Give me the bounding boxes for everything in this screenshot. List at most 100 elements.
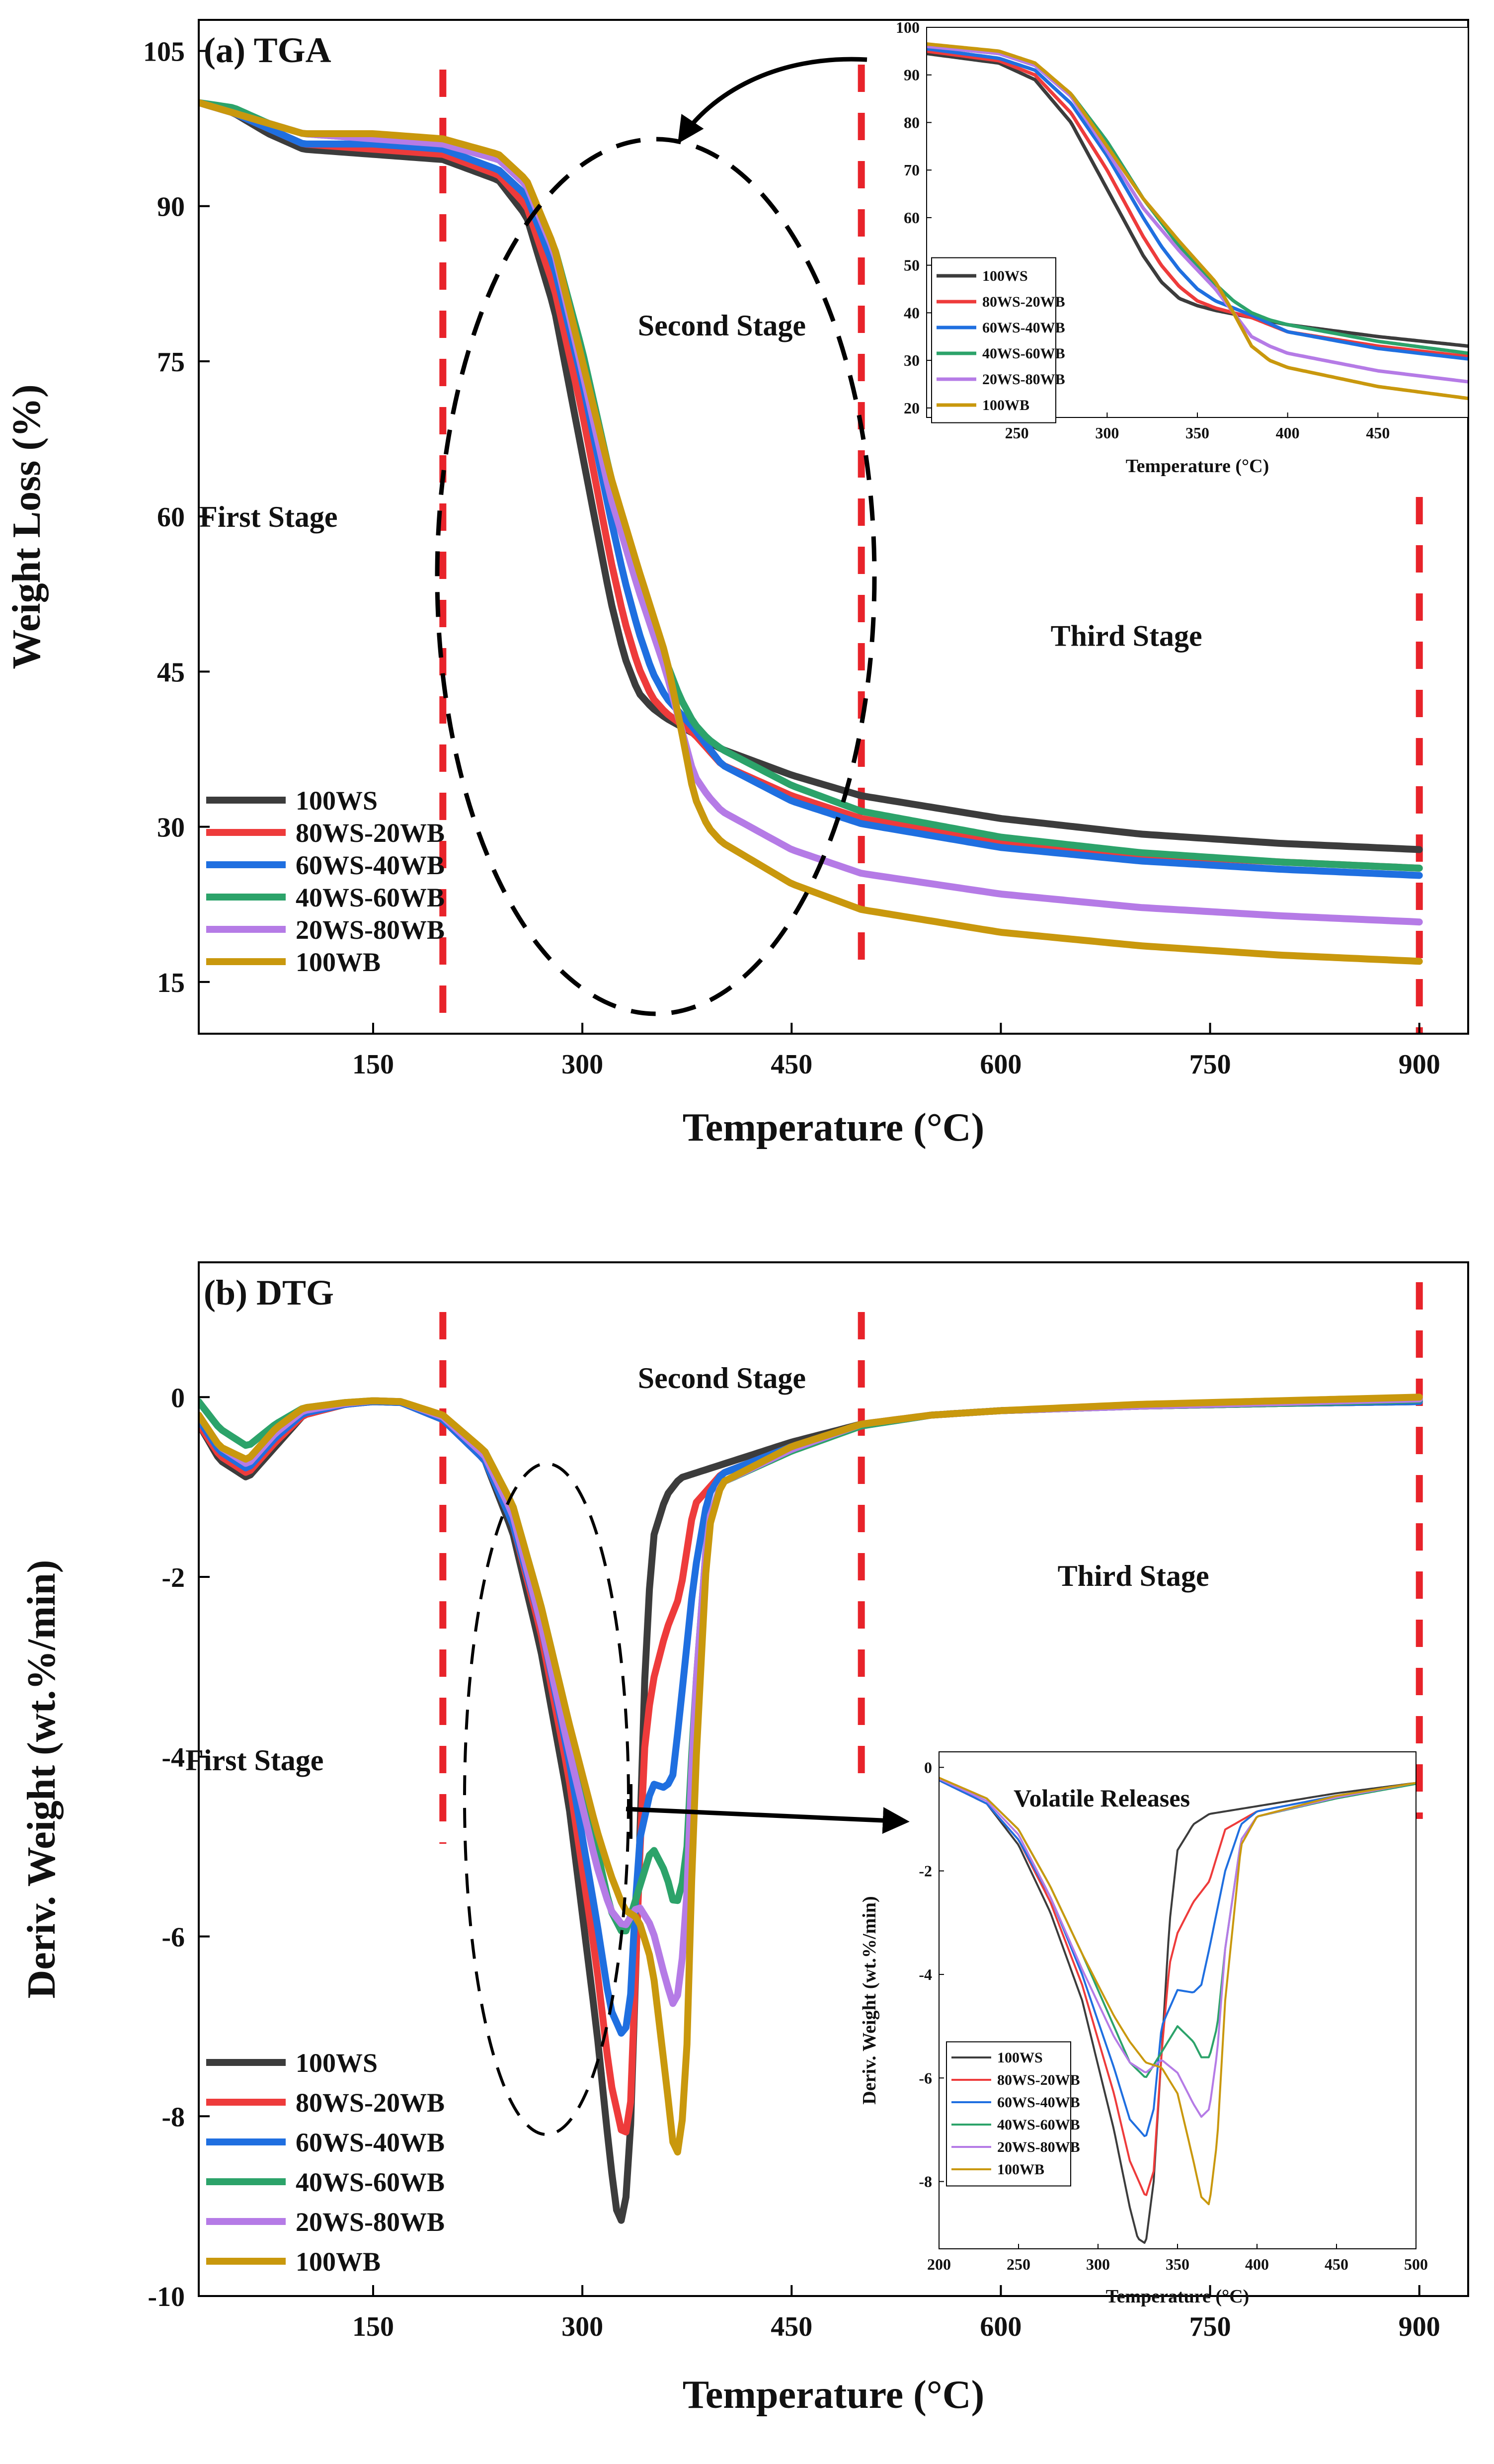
y-tick-label: -6 (161, 1922, 185, 1953)
x-tick-label: 300 (561, 2311, 603, 2342)
legend-label-80WS-20WB: 80WS-20WB (997, 2072, 1080, 2088)
y-tick-label: -2 (919, 1862, 932, 1880)
series-line-20WS-80WB (939, 1778, 1416, 2118)
y-tick-label: 50 (904, 256, 920, 274)
dtg-panel: 150 300 450 600 750 900 0 -2 -4 -6 -8 -10 Temperatur… (20, 1261, 1469, 2417)
y-tick-label: 20 (904, 399, 920, 417)
legend-label-100WB: 100WB (296, 2247, 381, 2277)
dtg-panel-legend: 100WS 80WS-20WB 60WS-40WB 40WS-60WB 20WS-80W… (206, 2048, 445, 2277)
legend-label-60WS-40WB: 60WS-40WB (296, 2128, 445, 2157)
panel-title: (b) DTG (204, 1273, 334, 1313)
x-tick-label: 900 (1399, 2311, 1440, 2342)
panel-title: Volatile Releases (1014, 1784, 1190, 1812)
legend-label-40WS-60WB: 40WS-60WB (982, 345, 1065, 362)
stage-label: First Stage (199, 500, 337, 533)
panel-title: (a) TGA (204, 30, 331, 70)
y-axis-title: Weight Loss (%) (5, 384, 49, 669)
y-tick-label: 45 (157, 657, 185, 688)
dtg-panel-curves (199, 1394, 1423, 2224)
legend-label-20WS-80WB: 20WS-80WB (982, 371, 1065, 388)
y-tick-label: 30 (157, 813, 185, 843)
series-line-20WS-80WB (199, 99, 1423, 926)
y-tick-label: 40 (904, 304, 920, 322)
series-line-20WS-80WB (927, 44, 1468, 384)
y-tick-label: -6 (919, 2069, 932, 2087)
x-tick-label: 400 (1245, 2255, 1269, 2273)
y-tick-label: 60 (904, 209, 920, 227)
y-tick-label: 100 (896, 18, 920, 36)
y-tick-label: -4 (919, 1966, 932, 1983)
y-tick-label: 60 (157, 502, 185, 533)
y-tick-label: 90 (904, 66, 920, 84)
legend-label-20WS-80WB: 20WS-80WB (296, 915, 445, 945)
stage-label: Second Stage (638, 309, 806, 342)
tga-inset: 250 300 350 400 450 20 30 40 50 60 70 80 90 100 Temper… (896, 18, 1469, 477)
y-tick-label: 0 (171, 1383, 185, 1413)
x-tick-label: 900 (1399, 1049, 1440, 1080)
tga-panel-curves (199, 99, 1423, 965)
legend-label-100WB: 100WB (982, 397, 1029, 413)
second-stage-highlight-ellipse (435, 137, 877, 1016)
legend-label-20WS-80WB: 20WS-80WB (296, 2207, 445, 2237)
dtg-inset: 200 250 300 350 400 450 500 0 -2 -4 -6 -8 Temperatur… (859, 1751, 1428, 2307)
x-tick-label: 450 (771, 1049, 812, 1080)
legend-label-40WS-60WB: 40WS-60WB (296, 2167, 445, 2197)
y-tick-label: 80 (904, 113, 920, 131)
y-tick-label: -8 (919, 2173, 932, 2191)
y-tick-label: 15 (157, 968, 185, 998)
x-tick-label: 450 (771, 2311, 812, 2342)
stage-label: Second Stage (638, 1362, 806, 1395)
y-tick-label: 70 (904, 161, 920, 179)
legend-label-100WS: 100WS (982, 268, 1028, 284)
x-tick-label: 450 (1366, 424, 1390, 442)
legend-box (931, 257, 1056, 423)
y-tick-label: -4 (161, 1742, 185, 1773)
dtg-inset-curves (939, 1777, 1416, 2244)
legend-label-40WS-60WB: 40WS-60WB (296, 883, 445, 912)
legend-label-60WS-40WB: 60WS-40WB (997, 2094, 1080, 2111)
series-line-100WS (199, 99, 1423, 853)
x-tick-label: 600 (980, 1049, 1022, 1080)
x-tick-label: 200 (927, 2255, 951, 2273)
stage-label: Third Stage (1058, 1560, 1209, 1592)
zoom-arrow (626, 1807, 910, 1834)
y-tick-label: 75 (157, 347, 185, 378)
tga-panel-frame (198, 19, 1469, 1035)
legend-label-80WS-20WB: 80WS-20WB (296, 2088, 445, 2118)
series-line-100WB (939, 1777, 1416, 2206)
series-line-100WB (199, 99, 1423, 965)
series-line-100WS (939, 1779, 1416, 2244)
y-tick-label: 105 (143, 36, 185, 67)
legend-label-20WS-80WB: 20WS-80WB (997, 2139, 1080, 2155)
x-axis-title: Temperature (°C) (683, 1106, 984, 1150)
x-tick-label: 350 (1185, 424, 1209, 442)
x-tick-label: 300 (561, 1049, 603, 1080)
legend-label-80WS-20WB: 80WS-20WB (982, 294, 1065, 310)
x-axis-title: Temperature (°C) (1126, 456, 1269, 477)
series-line-80WS-20WB (927, 49, 1468, 358)
legend-label-60WS-40WB: 60WS-40WB (982, 320, 1065, 336)
series-line-100WB (199, 1394, 1423, 2156)
stage-label: Third Stage (1051, 619, 1202, 652)
legend-box (946, 2041, 1071, 2187)
y-tick-label: -2 (161, 1562, 185, 1593)
series-line-100WB (927, 42, 1468, 401)
x-tick-label: 500 (1404, 2255, 1428, 2273)
x-axis-title: Temperature (°C) (1106, 2286, 1250, 2307)
x-tick-label: 300 (1086, 2255, 1110, 2273)
series-line-60WS-40WB (927, 47, 1468, 361)
legend-label-100WS: 100WS (296, 786, 378, 816)
legend-label-100WB: 100WB (997, 2161, 1044, 2178)
zoom-arrow (678, 57, 867, 144)
y-tick-label: 0 (924, 1758, 932, 1776)
dtg-panel-frame (198, 1261, 1469, 2297)
y-tick-label: -10 (148, 2282, 185, 2312)
tga-inset-curves (927, 42, 1468, 401)
y-axis-title: Deriv. Weight (wt.%/min) (859, 1896, 880, 2104)
y-tick-label: 90 (157, 192, 185, 223)
x-tick-label: 350 (1166, 2255, 1189, 2273)
legend-label-80WS-20WB: 80WS-20WB (296, 818, 445, 848)
series-line-60WS-40WB (199, 99, 1423, 879)
